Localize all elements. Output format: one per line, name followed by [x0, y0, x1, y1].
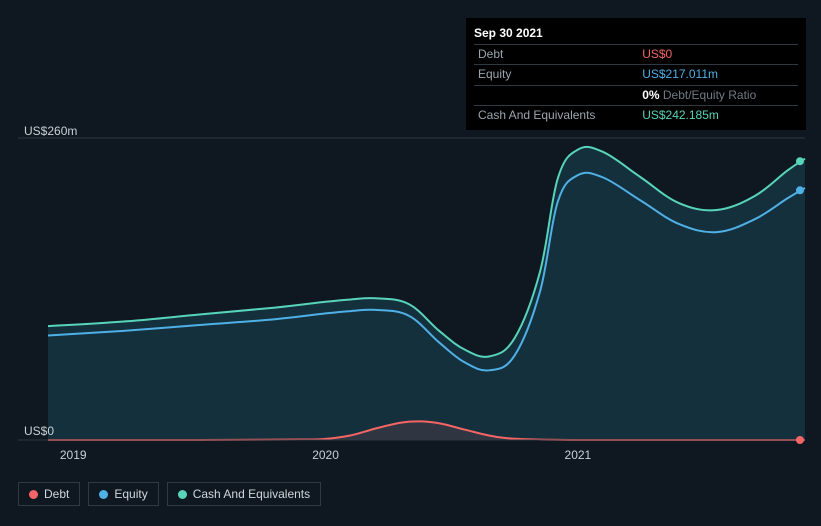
tooltip-debt-label: Debt — [474, 44, 638, 65]
tooltip-cash-value: US$242.185m — [638, 106, 798, 126]
tooltip-table: Debt US$0 Equity US$217.011m 0% Debt/Equ… — [474, 44, 798, 126]
tooltip-row-equity: Equity US$217.011m — [474, 65, 798, 86]
tooltip-date: Sep 30 2021 — [474, 22, 798, 44]
tooltip-debt-value: US$0 — [638, 44, 798, 65]
y-axis-max-label: US$260m — [24, 124, 77, 138]
x-axis-tick-label: 2019 — [60, 448, 87, 462]
tooltip-row-cash: Cash And Equivalents US$242.185m — [474, 106, 798, 126]
y-axis-zero-label: US$0 — [24, 424, 54, 438]
legend-label: Cash And Equivalents — [193, 487, 310, 501]
tooltip-equity-label: Equity — [474, 65, 638, 86]
legend-label: Equity — [114, 487, 147, 501]
legend-item-debt[interactable]: Debt — [18, 482, 80, 506]
tooltip-cash-label: Cash And Equivalents — [474, 106, 638, 126]
tooltip-row-debt: Debt US$0 — [474, 44, 798, 65]
legend: Debt Equity Cash And Equivalents — [18, 482, 321, 506]
equity-swatch-icon — [99, 490, 108, 499]
chart-root: US$260m US$0 2019 2020 2021 Sep 30 2021 De… — [0, 0, 821, 526]
tooltip-ratio: 0% Debt/Equity Ratio — [638, 85, 798, 106]
x-axis-tick-label: 2021 — [565, 448, 592, 462]
x-axis-tick-label: 2020 — [312, 448, 339, 462]
legend-item-cash[interactable]: Cash And Equivalents — [167, 482, 321, 506]
tooltip-row-ratio: 0% Debt/Equity Ratio — [474, 85, 798, 106]
tooltip-ratio-text: Debt/Equity Ratio — [663, 88, 756, 102]
cash-swatch-icon — [178, 490, 187, 499]
hover-tooltip: Sep 30 2021 Debt US$0 Equity US$217.011m… — [466, 18, 806, 130]
legend-item-equity[interactable]: Equity — [88, 482, 158, 506]
tooltip-ratio-pct: 0% — [642, 88, 659, 102]
legend-label: Debt — [44, 487, 69, 501]
debt-swatch-icon — [29, 490, 38, 499]
tooltip-equity-value: US$217.011m — [638, 65, 798, 86]
